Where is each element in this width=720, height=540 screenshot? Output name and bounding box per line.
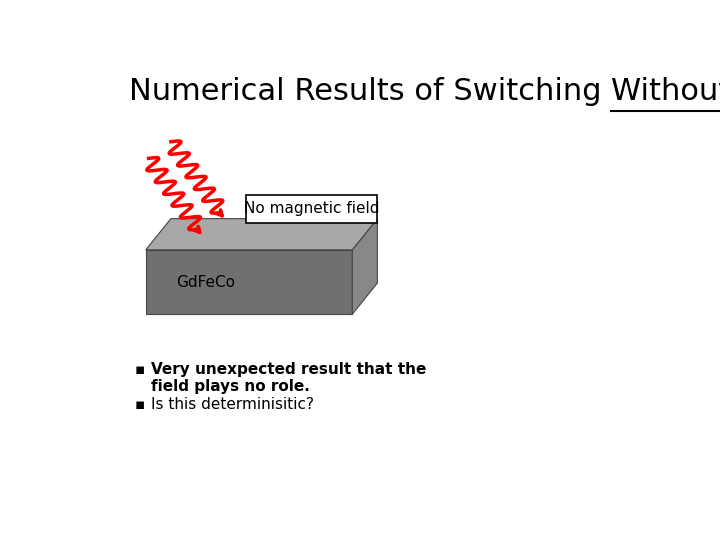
Text: Is this determinisitic?: Is this determinisitic? [151, 397, 315, 413]
Text: Numerical Results of Switching: Numerical Results of Switching [129, 77, 611, 106]
Text: GdFeCo: GdFeCo [176, 274, 235, 289]
Text: No magnetic field: No magnetic field [244, 201, 379, 216]
Text: ▪: ▪ [135, 397, 145, 413]
Text: Very unexpected result that the: Very unexpected result that the [151, 362, 427, 377]
FancyBboxPatch shape [246, 194, 377, 223]
Polygon shape [145, 219, 377, 250]
Polygon shape [352, 219, 377, 314]
Text: Without a Field: Without a Field [611, 77, 720, 106]
Text: field plays no role.: field plays no role. [151, 379, 310, 394]
Polygon shape [145, 250, 352, 314]
Text: ▪: ▪ [135, 362, 145, 377]
